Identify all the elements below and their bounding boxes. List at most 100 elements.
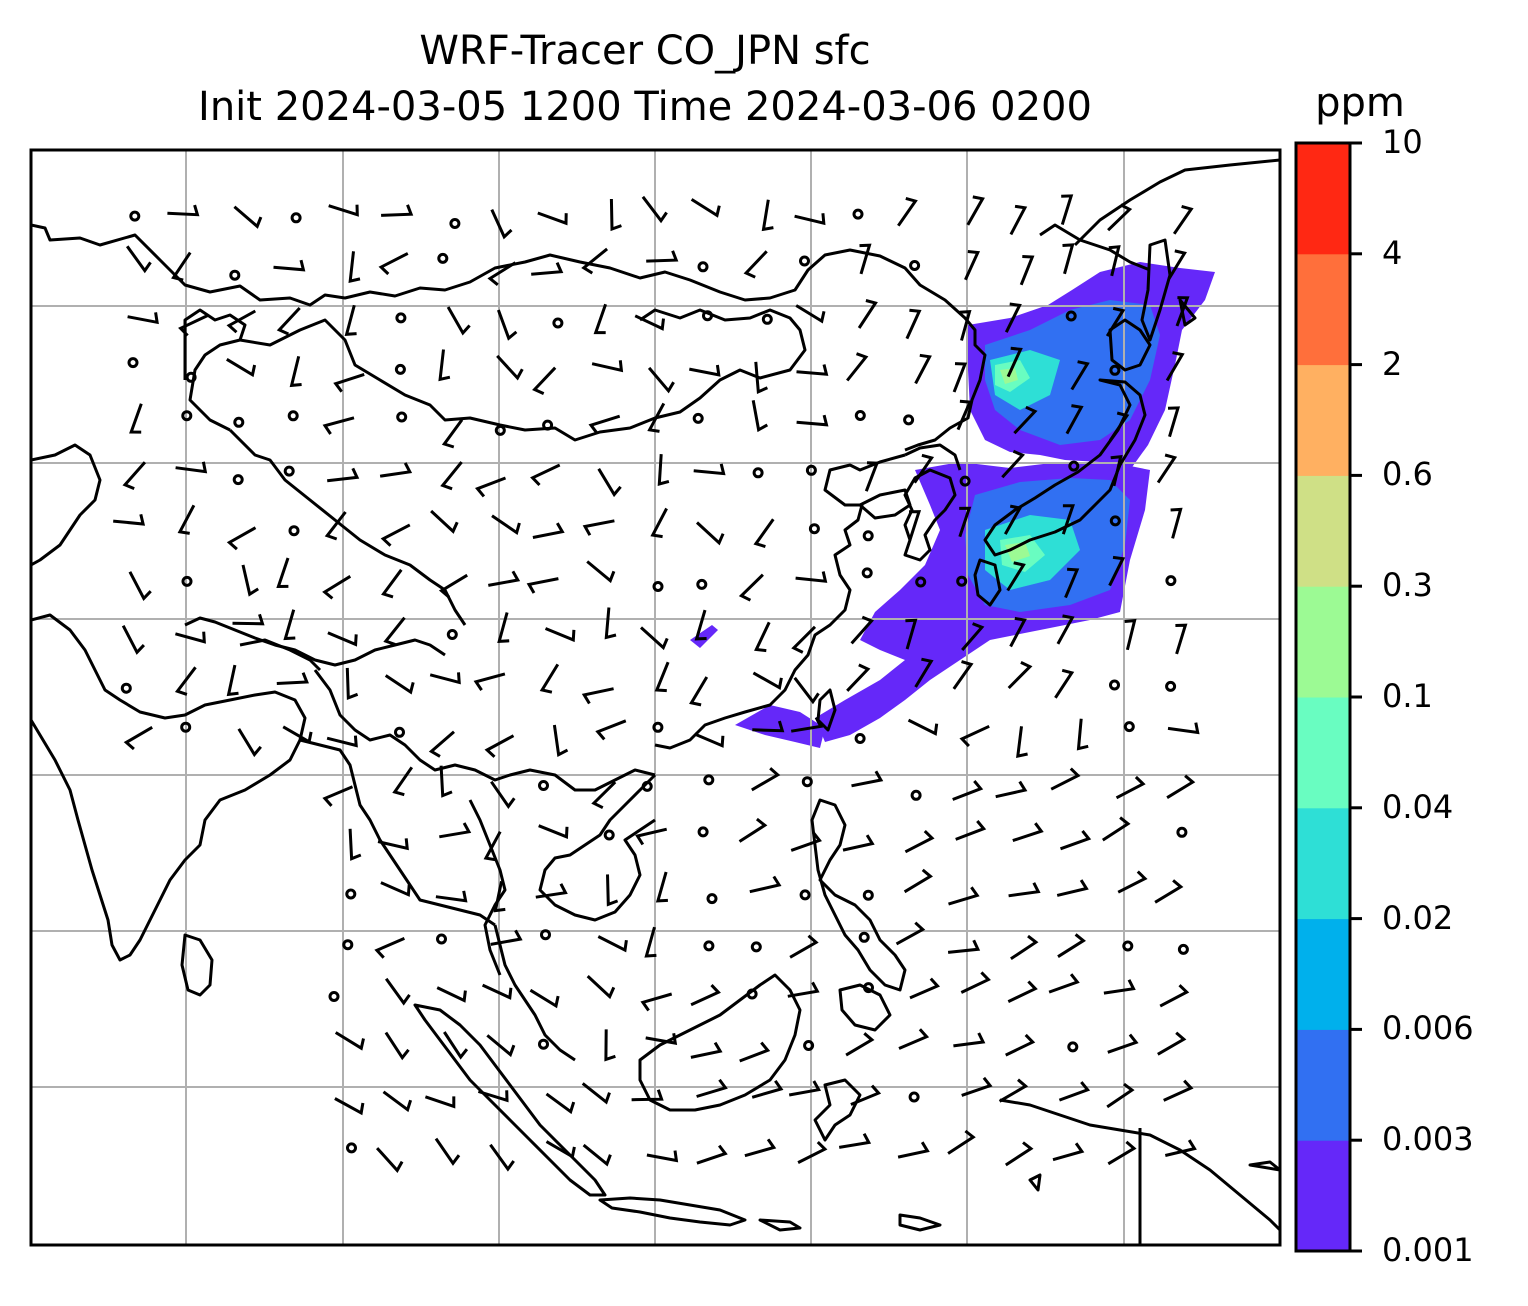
wind-barb [796,364,829,376]
calm-wind-circle [1165,575,1177,587]
colorbar-band [1296,364,1350,476]
wind-barb [1057,933,1086,958]
coast-gulf-thailand [493,924,576,1062]
calm-wind-circle [446,629,458,640]
colorbar-tick-label: 2 [1382,344,1403,383]
calm-wind-circle [1109,515,1121,527]
wind-barb [650,507,668,539]
wind-barb [439,822,472,839]
calm-wind-circle [342,939,354,951]
wind-barb [1019,255,1035,286]
wind-barb [738,817,768,843]
calm-wind-circle [692,412,704,424]
calm-wind-circle [858,931,870,943]
wind-barb [375,1147,404,1173]
calm-wind-circle [854,410,866,421]
colorbar-tick-label: 0.6 [1382,455,1433,494]
wind-barb [744,1138,777,1158]
wind-barb [1006,561,1026,592]
wind-barb [838,1132,872,1149]
wind-barb [392,766,414,797]
calm-wind-circle [283,465,295,477]
wind-barb [439,765,453,798]
wind-barb [895,921,926,946]
wind-barb [226,309,257,334]
calm-wind-circle [852,208,864,220]
calm-wind-circle [808,523,820,535]
wind-barb [1115,775,1146,800]
wind-barb [175,631,206,644]
calm-wind-circle [1067,1041,1079,1053]
wind-barb [532,522,565,539]
wind-barb [793,676,820,705]
wind-barb [383,616,406,646]
wind-barb [790,831,822,852]
wind-barb [948,886,980,906]
wind-barb [857,299,878,329]
wind-barb [897,196,918,227]
wind-barb [490,929,523,946]
wind-barb [581,1082,611,1105]
wind-barb [382,1090,413,1113]
wind-barb [851,770,884,788]
coast-korea [903,468,957,562]
coast-japan-hokkaido [1108,318,1152,372]
wind-barb [1065,404,1084,435]
wind-barb [1001,449,1026,479]
wind-barb [327,631,358,647]
wind-barb [591,781,617,810]
wind-barb [232,613,265,626]
wind-barb [995,780,1028,799]
wind-barb [846,352,869,382]
wind-barb [129,403,143,434]
wind-barb [1006,346,1023,378]
calm-wind-circle [1123,721,1135,733]
wind-barb [1010,934,1039,961]
calm-wind-circle [185,371,197,383]
calm-wind-circle [1122,940,1134,952]
wind-barb [127,312,159,325]
wind-barb [738,573,764,602]
calm-wind-circle [395,312,407,324]
wind-barb [791,625,817,654]
wind-barb [1008,882,1041,898]
wind-barb [604,1029,616,1062]
calm-wind-circle [233,416,245,428]
wind-barb [586,975,616,1000]
calm-wind-circle [538,1038,549,1050]
wind-barb [327,467,360,483]
wind-barb [123,726,153,751]
wind-barb [846,663,871,692]
calm-wind-circle [746,988,758,1000]
wind-barb [909,977,941,1000]
wind-barb [1105,306,1126,337]
calm-wind-circle [1165,680,1177,692]
calm-wind-circle [697,826,709,838]
wind-barb [913,453,935,484]
wind-barb [842,834,875,852]
wind-barb [581,687,614,705]
calm-wind-circle [437,252,449,264]
calm-wind-circle [761,313,773,325]
coast-china-yellow-sea [904,443,962,471]
coast-taiwan [816,688,837,732]
wind-barb [174,666,197,696]
colorbar-band [1296,807,1350,920]
calm-wind-circle [703,940,715,952]
calm-wind-circle [908,1091,920,1103]
wind-barb [635,827,668,846]
wind-barb [898,1028,930,1050]
colorbar-unit-label: ppm [1315,80,1405,126]
plume-china-coast [690,625,718,648]
wind-barb [538,824,569,839]
wind-barb [955,820,987,841]
colorbar-band [1296,1029,1350,1141]
calm-wind-circle [703,774,715,786]
wind-barb [334,1031,365,1051]
colorbar-band [1296,586,1350,698]
calm-wind-circle [706,893,718,905]
wind-barb [441,418,464,449]
calm-wind-circle [346,1142,357,1154]
wind-barb [475,476,507,498]
wind-barb [761,199,774,232]
